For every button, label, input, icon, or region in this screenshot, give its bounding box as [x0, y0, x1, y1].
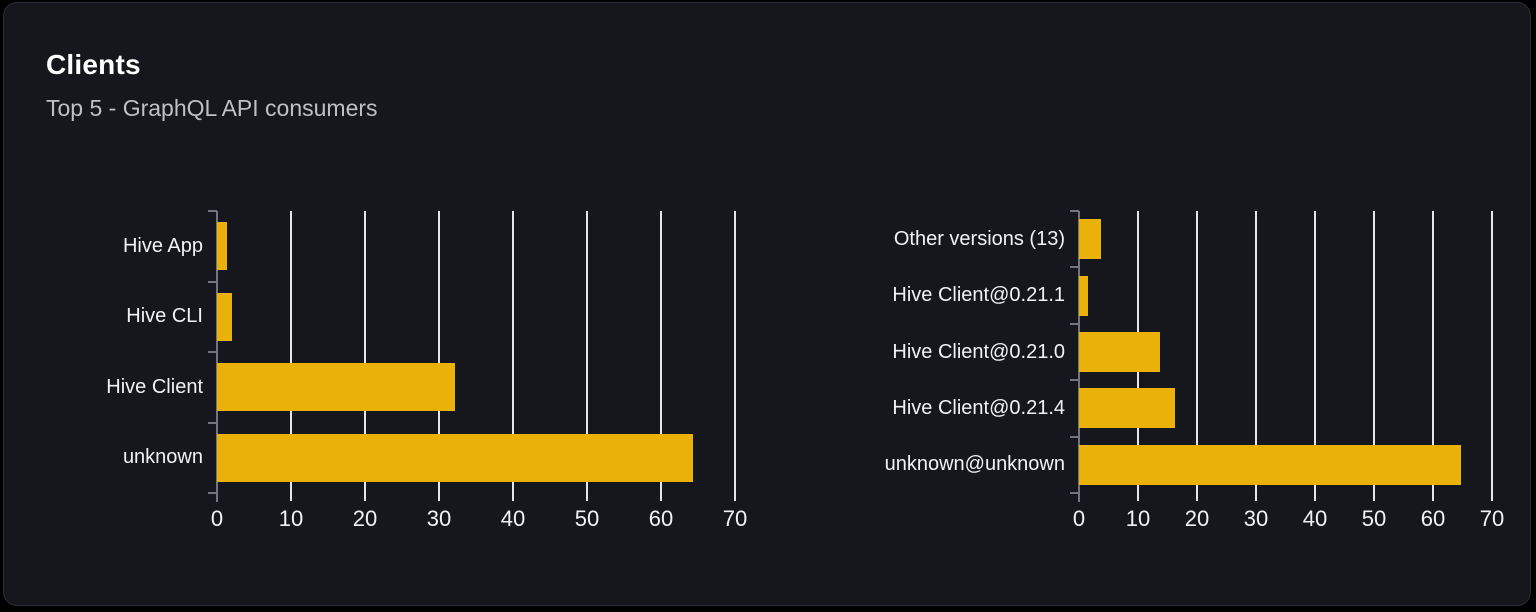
- category-label-hive-app: Hive App: [122, 234, 203, 257]
- y-axis-tick: [1070, 435, 1079, 438]
- gridline: [364, 211, 366, 493]
- clients-card: Clients Top 5 - GraphQL API consumers Hi…: [3, 2, 1531, 606]
- y-axis-tick: [208, 280, 217, 283]
- x-tick-label-60: 60: [1420, 506, 1446, 531]
- category-label-unknown-unknown: unknown@unknown: [884, 453, 1065, 476]
- page-subtitle: Top 5 - GraphQL API consumers: [46, 95, 378, 121]
- x-axis-tick: [512, 493, 514, 501]
- gridline: [1432, 211, 1434, 493]
- charts-region: Hive App Hive CLI Hive Client unknown 0 10 20 3…: [4, 3, 1530, 605]
- gridline: [290, 211, 292, 493]
- category-label-hive-client-0-21-1: Hive Client@0.21.1: [892, 284, 1065, 307]
- x-tick-label-10: 10: [1125, 506, 1151, 531]
- category-label-hive-client-0-21-0: Hive Client@0.21.0: [892, 340, 1065, 363]
- category-label-other-versions-13: Other versions (13): [893, 227, 1065, 250]
- x-tick-label-40: 40: [1302, 506, 1328, 531]
- bar-hive-cli: [217, 292, 232, 341]
- page-title: Clients: [46, 49, 141, 80]
- gridline: [734, 211, 736, 493]
- x-tick-label-0: 0: [210, 506, 224, 531]
- x-tick-label-20: 20: [1184, 506, 1210, 531]
- x-axis-tick: [586, 493, 588, 501]
- x-axis-tick: [660, 493, 662, 501]
- x-axis-tick: [1432, 493, 1434, 501]
- category-label-unknown: unknown: [122, 446, 203, 469]
- y-axis-tick: [208, 492, 217, 494]
- bar-hive-client-0-21-4: [1079, 388, 1176, 429]
- x-axis-tick: [1196, 493, 1198, 501]
- y-axis-tick: [208, 421, 217, 424]
- bar-unknown-unknown: [1079, 444, 1461, 485]
- plot-area: 0 10 20 30 40 50 60 70: [208, 210, 747, 531]
- card-header: Clients Top 5 - GraphQL API consumers: [46, 49, 378, 122]
- x-axis-tick: [1255, 493, 1257, 501]
- plot-area: 0 10 20 30 40 50 60 70: [1070, 210, 1504, 531]
- x-axis-tick: [364, 493, 366, 501]
- gridline: [1491, 211, 1493, 493]
- x-axis-tick: [1491, 493, 1493, 501]
- x-axis-tick: [290, 493, 292, 501]
- category-label-hive-cli: Hive CLI: [126, 305, 203, 328]
- x-tick-label-10: 10: [278, 506, 304, 531]
- gridline: [1255, 211, 1257, 493]
- x-tick-label-40: 40: [500, 506, 526, 531]
- y-axis-tick: [208, 210, 217, 212]
- y-axis-tick: [1070, 266, 1079, 269]
- category-label-hive-client-0-21-4: Hive Client@0.21.4: [892, 396, 1065, 419]
- category-labels: Hive App Hive CLI Hive Client unknown: [46, 211, 217, 493]
- gridline: [1196, 211, 1198, 493]
- gridline: [438, 211, 440, 493]
- gridline: [660, 211, 662, 493]
- bar-hive-client-0-21-0: [1079, 332, 1160, 372]
- gridline: [1314, 211, 1316, 493]
- category-labels: Other versions (13) Hive Client@0.21.1 Hiv…: [829, 211, 1079, 493]
- x-tick-label-70: 70: [722, 506, 748, 531]
- x-axis-tick: [734, 493, 736, 501]
- x-tick-label-20: 20: [352, 506, 378, 531]
- x-tick-label-50: 50: [574, 506, 600, 531]
- y-axis-tick: [1070, 492, 1079, 494]
- x-tick-label-70: 70: [1479, 506, 1505, 531]
- y-axis-line: [216, 211, 218, 502]
- y-axis-tick: [1070, 210, 1079, 212]
- y-axis-tick: [208, 351, 217, 353]
- bar-hive-client-0-21-1: [1079, 275, 1089, 316]
- y-axis-tick: [1070, 322, 1079, 325]
- y-axis-tick: [1070, 379, 1079, 382]
- x-axis-tick: [1373, 493, 1375, 501]
- bar-unknown: [217, 433, 693, 482]
- x-axis-tick: [1314, 493, 1316, 501]
- x-tick-label-60: 60: [648, 506, 674, 531]
- bar-hive-client: [217, 363, 456, 412]
- category-label-hive-client: Hive Client: [106, 375, 203, 398]
- bar-chart-client-versions: Other versions (13) Hive Client@0.21.1 Hiv…: [829, 210, 1504, 531]
- bar-hive-app: [217, 222, 228, 271]
- x-axis-tick: [438, 493, 440, 501]
- x-axis-tick: [1137, 493, 1139, 501]
- gridline: [586, 211, 588, 493]
- x-tick-label-0: 0: [1072, 506, 1086, 531]
- x-tick-label-30: 30: [1243, 506, 1269, 531]
- gridline: [1373, 211, 1375, 493]
- bar-chart-clients: Hive App Hive CLI Hive Client unknown 0 10 20 3…: [46, 210, 747, 531]
- gridline: [512, 211, 514, 493]
- bar-other-versions-13: [1079, 219, 1101, 260]
- x-tick-label-50: 50: [1361, 506, 1387, 531]
- x-tick-label-30: 30: [426, 506, 452, 531]
